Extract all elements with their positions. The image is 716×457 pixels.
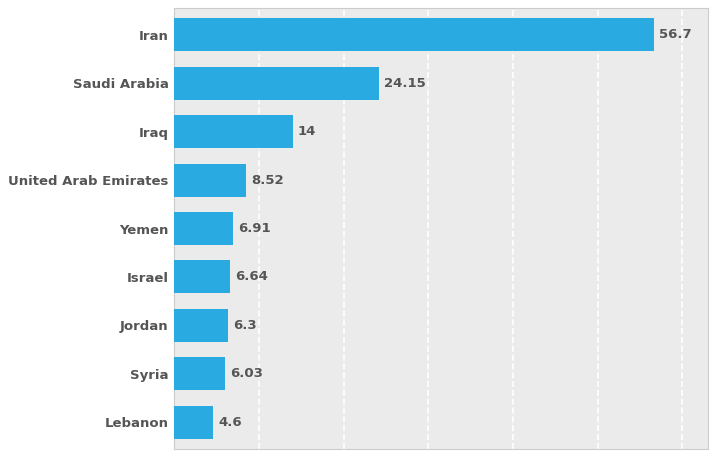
Text: 8.52: 8.52: [251, 174, 284, 186]
Bar: [174, 212, 233, 245]
Bar: [174, 164, 246, 197]
Bar: [174, 260, 231, 293]
Bar: [174, 406, 213, 439]
Text: 4.6: 4.6: [218, 415, 242, 429]
Bar: [174, 67, 379, 100]
Text: 24.15: 24.15: [384, 77, 425, 90]
Text: 56.7: 56.7: [659, 28, 692, 42]
Bar: [174, 309, 228, 342]
Text: 6.91: 6.91: [238, 222, 271, 235]
Bar: [174, 357, 226, 390]
Text: 14: 14: [298, 125, 316, 138]
Text: 6.03: 6.03: [231, 367, 263, 380]
Bar: [174, 115, 293, 148]
Text: 6.3: 6.3: [233, 319, 256, 332]
Bar: [174, 18, 654, 51]
Text: 6.64: 6.64: [236, 271, 268, 283]
